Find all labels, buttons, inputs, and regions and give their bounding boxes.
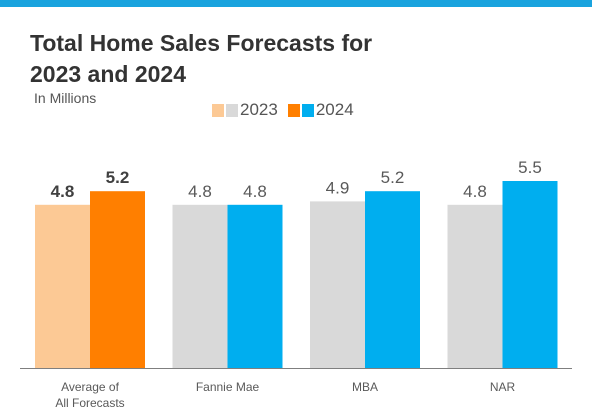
data-label-2023-4: 4.8 xyxy=(463,182,487,201)
bar-2024-3 xyxy=(365,191,420,368)
data-label-2024-1: 5.2 xyxy=(106,168,130,187)
bar-2023-2 xyxy=(172,204,228,368)
chart-subtitle: In Millions xyxy=(34,90,97,106)
x-tick-label-4: NAR xyxy=(490,380,516,394)
data-label-2024-4: 5.5 xyxy=(518,158,542,177)
top-accent-bar xyxy=(0,0,592,7)
data-label-2024-2: 4.8 xyxy=(243,182,267,201)
chart-title-line-2: 2023 and 2024 xyxy=(30,61,187,87)
legend-swatch-2023-average xyxy=(212,103,224,117)
chart-title-line-1: Total Home Sales Forecasts for xyxy=(30,30,373,56)
x-tick-label-3: MBA xyxy=(352,380,378,394)
data-label-2023-1: 4.8 xyxy=(51,182,75,201)
legend-swatch-2023-other xyxy=(226,103,238,117)
bar-2024-4 xyxy=(502,181,558,368)
legend-swatch-2024-average xyxy=(287,103,300,117)
legend: 2023 2024 xyxy=(212,100,364,120)
x-tick-label-1: Average of All Forecasts xyxy=(55,380,124,410)
legend-swatch-2024-other xyxy=(301,103,314,117)
data-label-2023-2: 4.8 xyxy=(188,182,212,201)
bar-2024-1 xyxy=(90,191,145,368)
bar-2023-1 xyxy=(35,204,90,368)
bar-2023-4 xyxy=(447,204,503,368)
data-label-2024-3: 5.2 xyxy=(381,168,405,187)
legend-label-2023: 2023 xyxy=(240,100,278,119)
bar-2023-3 xyxy=(310,201,365,368)
data-label-2023-3: 4.9 xyxy=(326,178,350,197)
legend-label-2024: 2024 xyxy=(315,100,354,119)
bar-2024-2 xyxy=(227,204,283,368)
x-tick-label-2: Fannie Mae xyxy=(196,380,260,394)
chart-title: Total Home Sales Forecasts for 2023 and … xyxy=(30,28,550,90)
